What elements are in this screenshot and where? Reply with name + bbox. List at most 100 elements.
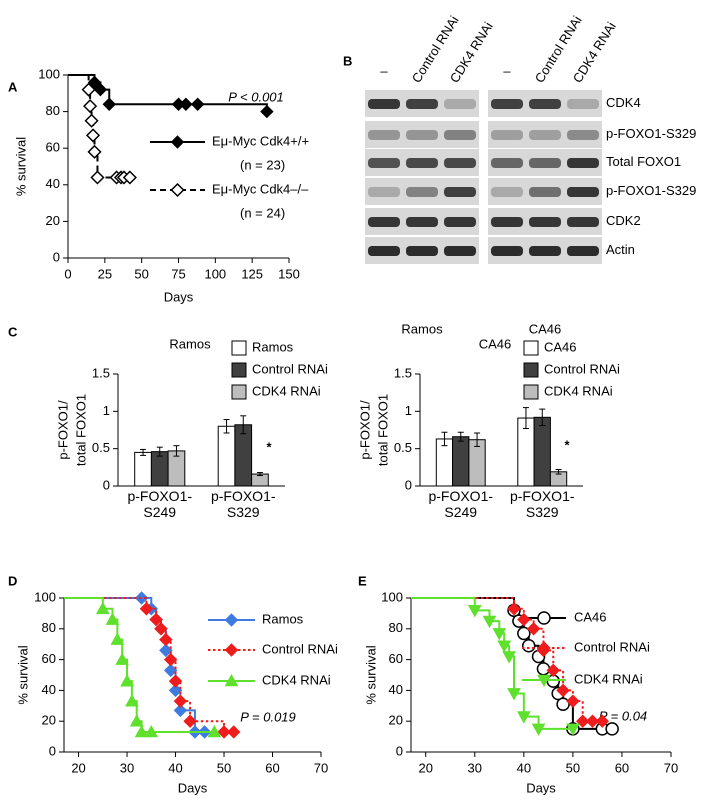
marker: [149, 612, 163, 627]
error-bar: [240, 415, 247, 435]
bar: [134, 451, 152, 487]
blot-band: [368, 217, 400, 227]
blot-row-label: CDK2: [606, 213, 641, 228]
marker: [217, 725, 231, 739]
blot-band: [406, 130, 438, 140]
annotation: *: [564, 437, 570, 452]
blot-band: [529, 187, 561, 197]
legend-marker: [537, 611, 551, 625]
marker: [467, 605, 482, 618]
marker: [90, 170, 105, 185]
lane-label: –: [503, 63, 511, 78]
marker: [163, 652, 178, 667]
blot-band: [567, 187, 599, 197]
marker: [87, 144, 102, 159]
y-axis-label: total FOXO1: [375, 394, 390, 466]
error-bar: [223, 419, 230, 434]
chart-title: CA46: [479, 336, 512, 351]
marker: [168, 674, 183, 688]
marker: [507, 602, 521, 616]
x-tick-label-box: p-FOXO1-S249: [127, 488, 192, 520]
y-tick-label: 0.5: [394, 440, 412, 455]
error-bar: [441, 431, 448, 447]
blot-band: [491, 187, 523, 197]
x-tick-label: 60: [615, 760, 629, 775]
blot-band: [406, 246, 438, 256]
marker: [173, 703, 188, 718]
x-tick-label: 50: [566, 760, 580, 775]
bar: [150, 451, 169, 487]
chart-title: Ramos: [169, 336, 211, 351]
blot-band: [567, 99, 599, 109]
annotation: P = 0.04: [599, 708, 647, 723]
marker: [139, 602, 154, 616]
error-bar: [522, 407, 529, 430]
y-axis-label: p-FOXO1/: [55, 400, 70, 460]
y-axis-label: % survival: [13, 137, 28, 196]
x-tick-label: 70: [664, 760, 678, 775]
legend-label: CDK4 RNAi: [252, 383, 321, 398]
legend-label: CDK4 RNAi: [544, 383, 613, 398]
error-bar: [140, 448, 147, 456]
marker: [110, 632, 125, 645]
marker: [556, 697, 570, 712]
marker: [566, 694, 580, 708]
error-bar: [256, 472, 263, 477]
x-tick-label: 125: [241, 266, 263, 281]
y-tick-label: 20: [389, 713, 403, 728]
marker: [536, 662, 551, 676]
x-tick-label: 60: [265, 760, 279, 775]
legend-marker: [224, 613, 239, 627]
marker: [521, 638, 536, 653]
panel-label: B: [343, 53, 352, 68]
marker: [134, 724, 149, 738]
marker: [144, 724, 159, 738]
y-axis-label: p-FOXO1/: [357, 400, 372, 460]
blot-band: [368, 246, 400, 256]
marker: [154, 622, 168, 636]
legend-label: CA46: [544, 339, 577, 354]
blot-band: [406, 158, 438, 168]
blot-band: [529, 99, 561, 109]
blot-row-label: p-FOXO1-S329: [606, 126, 696, 141]
marker: [179, 97, 193, 111]
marker: [115, 652, 130, 665]
lane-label: –: [380, 63, 388, 78]
y-tick-label: 20: [46, 213, 60, 228]
legend-note: (n = 24): [240, 205, 285, 220]
blot-row-label: Actin: [606, 242, 635, 257]
marker: [497, 640, 512, 653]
x-tick-label: 30: [120, 760, 134, 775]
legend-marker: [224, 643, 239, 657]
blot-band: [567, 130, 599, 140]
y-tick-label: 80: [389, 620, 403, 635]
legend-marker: [170, 135, 185, 149]
annotation: P < 0.001: [228, 89, 284, 104]
marker: [122, 170, 137, 185]
y-tick-label: 100: [34, 589, 56, 604]
marker: [81, 82, 96, 97]
legend-marker: [224, 673, 239, 687]
marker: [492, 628, 507, 641]
x-tick-label: 50: [217, 760, 231, 775]
y-tick-label: 1.5: [92, 365, 110, 380]
legend-label: CA46: [574, 609, 607, 624]
marker: [556, 683, 570, 698]
legend-label: Control RNAi: [574, 639, 650, 654]
blot-band: [491, 217, 523, 227]
x-tick-label: 100: [204, 266, 226, 281]
legend-label: Ramos: [252, 339, 294, 354]
bar: [452, 436, 470, 487]
x-tick-label: p-FOXO1-S329: [210, 488, 276, 520]
marker: [260, 104, 274, 119]
blot-band: [529, 130, 561, 140]
y-axis-label: % survival: [15, 645, 30, 704]
y-tick-label: 0: [103, 477, 110, 492]
annotation: *: [266, 439, 272, 454]
legend-swatch: [523, 340, 539, 356]
x-axis-label: Days: [178, 780, 208, 795]
panel-label: E: [358, 573, 367, 588]
legend-label: CDK4 RNAi: [574, 671, 643, 686]
marker: [93, 82, 108, 97]
